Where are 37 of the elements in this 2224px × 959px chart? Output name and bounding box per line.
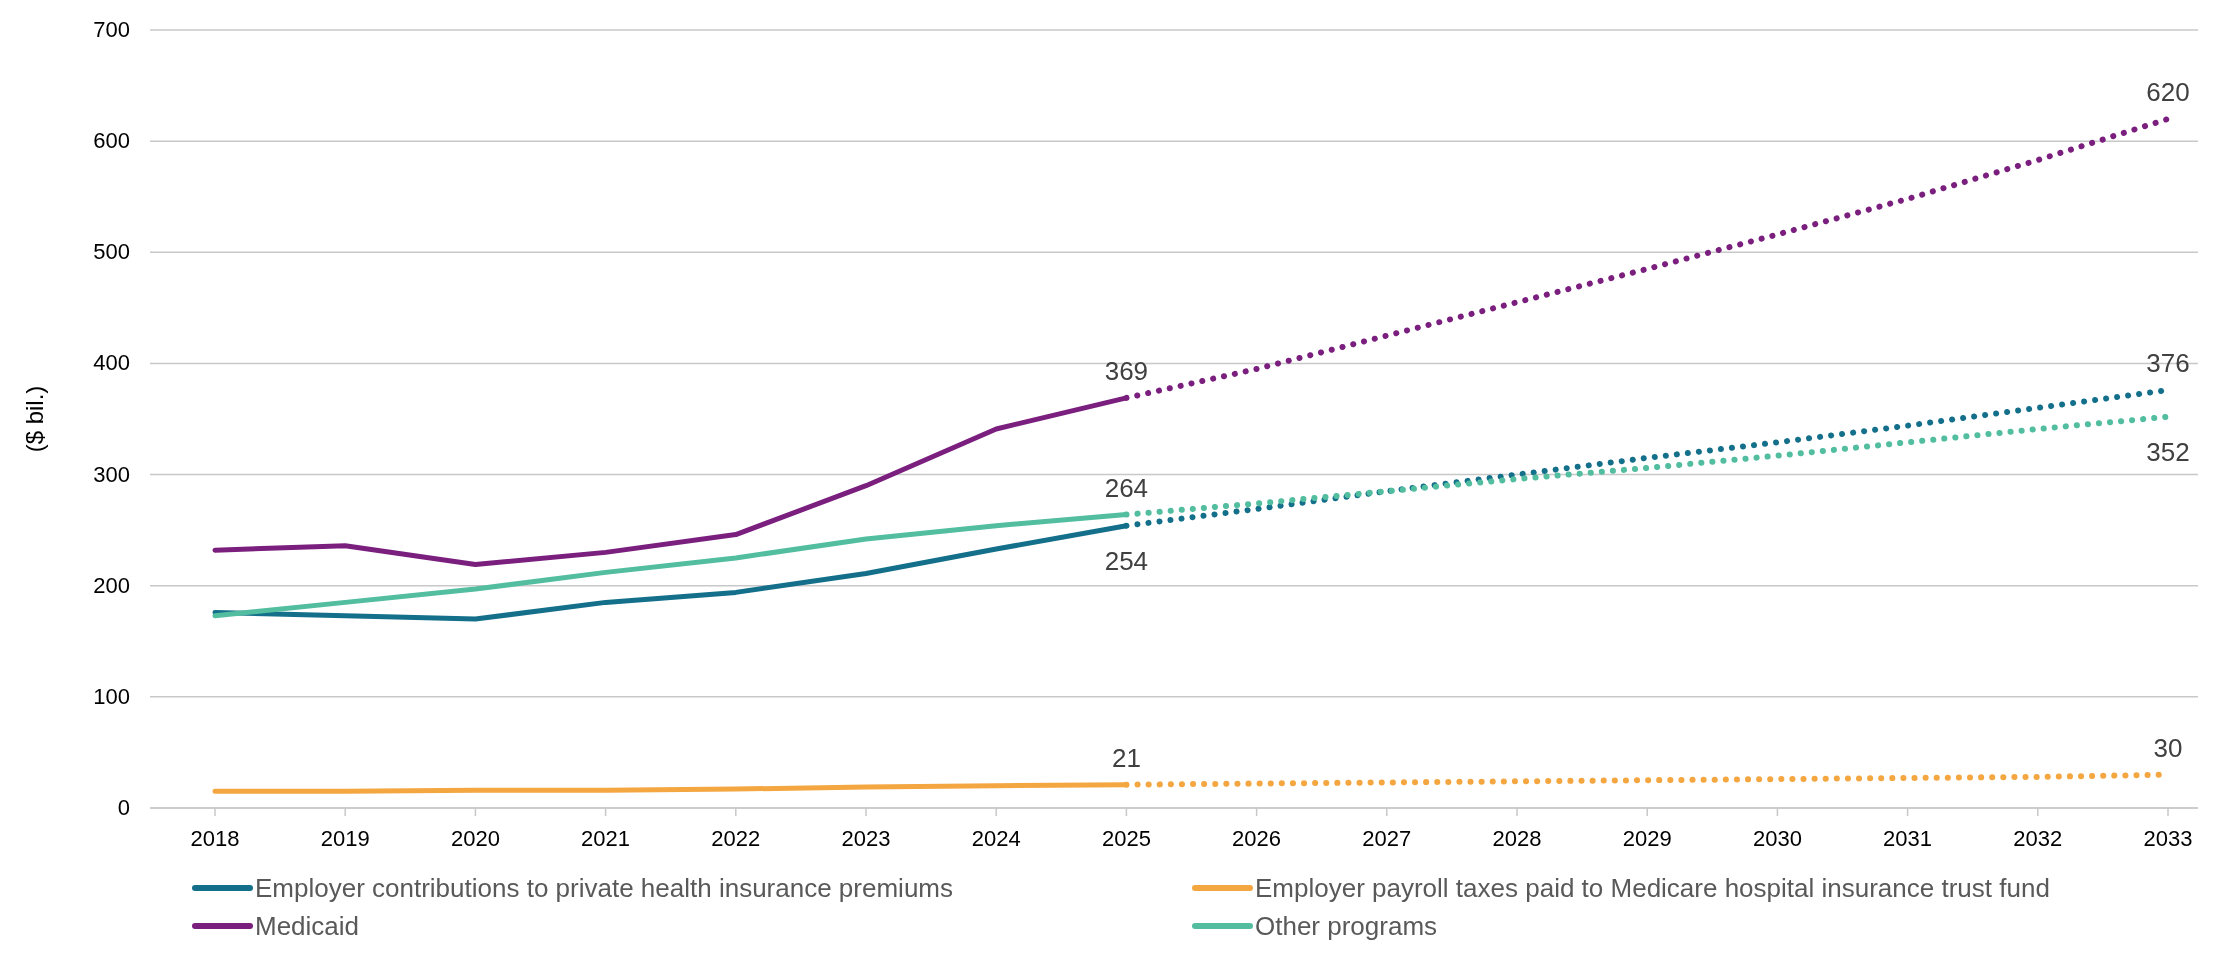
- legend-label: Employer contributions to private health insurance premiums: [255, 873, 954, 903]
- data-label: 21: [1111, 742, 1141, 773]
- data-label: 254: [1104, 545, 1149, 576]
- legend-label: Other programs: [1255, 911, 1438, 941]
- x-tick-label: 2033: [2143, 826, 2193, 851]
- x-tick-label: 2025: [1101, 826, 1151, 851]
- y-tick-label: 200: [93, 572, 130, 598]
- x-tick-label: 2029: [1622, 826, 1672, 851]
- y-axis-title: ($ bil.): [21, 385, 48, 453]
- y-tick-label: 100: [93, 683, 130, 709]
- x-tick-label: 2021: [581, 826, 631, 851]
- y-tick-label: 400: [93, 350, 130, 376]
- legend-label: Employer payroll taxes paid to Medicare hospital insurance trust fund: [1255, 873, 2050, 903]
- x-tick-label: 2027: [1362, 826, 1412, 851]
- legend-label: Medicaid: [255, 911, 360, 941]
- y-tick-label: 600: [93, 128, 130, 154]
- data-label: 620: [2146, 76, 2190, 107]
- x-tick-label: 2030: [1752, 826, 1802, 851]
- x-tick-label: 2020: [450, 826, 500, 851]
- x-tick-label: 2032: [2013, 826, 2063, 851]
- y-tick-label: 500: [93, 239, 130, 265]
- x-tick-label: 2026: [1232, 826, 1282, 851]
- x-tick-label: 2031: [1883, 826, 1933, 851]
- data-label: 352: [2146, 436, 2190, 467]
- x-tick-label: 2022: [711, 826, 761, 851]
- x-tick-label: 2028: [1492, 826, 1542, 851]
- x-tick-label: 2023: [841, 826, 891, 851]
- x-tick-label: 2018: [190, 826, 240, 851]
- data-label: 369: [1104, 355, 1149, 386]
- y-tick-label: 0: [117, 795, 130, 820]
- data-label: 264: [1104, 472, 1149, 503]
- x-tick-label: 2019: [320, 826, 370, 851]
- y-tick-label: 700: [93, 17, 130, 42]
- y-tick-label: 300: [93, 461, 130, 487]
- x-tick-label: 2024: [971, 826, 1021, 851]
- data-label: 30: [2153, 732, 2183, 763]
- data-label: 376: [2146, 348, 2190, 379]
